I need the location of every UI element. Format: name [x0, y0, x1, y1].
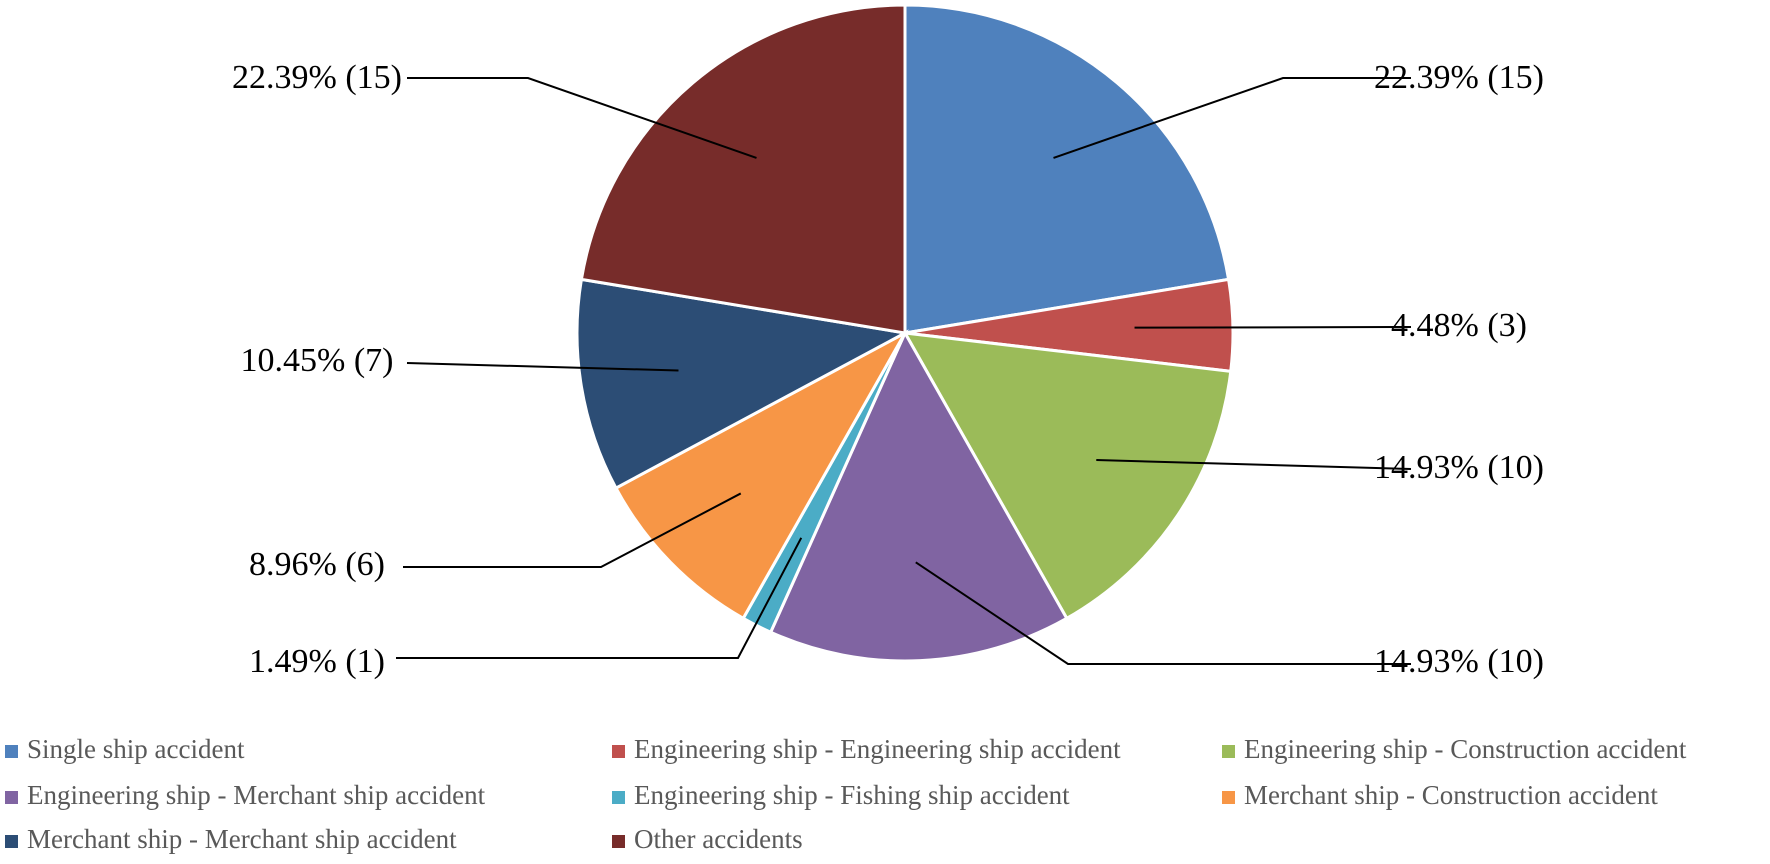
- legend-swatch: [1222, 791, 1235, 804]
- legend-item: Engineering ship - Construction accident: [1222, 734, 1687, 764]
- legend-label: Merchant ship - Merchant ship accident: [27, 824, 457, 854]
- pie-slices: [575, 3, 1235, 663]
- legend-item: Engineering ship - Engineering ship acci…: [612, 734, 1121, 764]
- leader-line: [1134, 326, 1412, 329]
- data-label: 22.39% (15): [232, 59, 402, 96]
- legend-item: Merchant ship - Construction accident: [1222, 780, 1658, 810]
- data-label: 22.39% (15): [1374, 59, 1544, 96]
- legend-swatch: [612, 835, 625, 848]
- legend-swatch: [1222, 745, 1235, 758]
- pie-slice: [613, 329, 909, 621]
- pie-slice: [579, 3, 907, 335]
- legend-item: Other accidents: [612, 824, 803, 854]
- legend-item: Engineering ship - Merchant ship acciden…: [5, 780, 486, 810]
- pie-slice: [903, 3, 1231, 335]
- data-label: 4.48% (3): [1391, 307, 1527, 344]
- data-label: 14.93% (10): [1374, 643, 1544, 680]
- pie-slice: [902, 331, 1233, 621]
- legend-swatch: [5, 835, 18, 848]
- legend-label: Single ship accident: [27, 734, 245, 764]
- pie-slice: [768, 329, 1069, 663]
- legend-label: Engineering ship - Merchant ship acciden…: [27, 780, 486, 810]
- legend-item: Merchant ship - Merchant ship accident: [5, 824, 457, 854]
- data-labels: 22.39% (15) 4.48% (3) 14.93% (10) 14.93% (1…: [232, 59, 1544, 680]
- data-label: 14.93% (10): [1374, 449, 1544, 486]
- legend-item: Engineering ship - Fishing ship accident: [612, 780, 1070, 810]
- data-label: 8.96% (6): [249, 546, 385, 583]
- leader-line: [915, 561, 1411, 665]
- legend-label: Engineering ship - Engineering ship acci…: [634, 734, 1121, 764]
- legend-swatch: [5, 791, 18, 804]
- leader-line: [1053, 77, 1411, 159]
- legend: Single ship accident Engineering ship - E…: [5, 734, 1687, 854]
- legend-swatch: [612, 791, 625, 804]
- legend-item: Single ship accident: [5, 734, 245, 764]
- legend-label: Other accidents: [634, 824, 803, 854]
- leader-line: [406, 362, 679, 372]
- leader-line: [407, 77, 757, 159]
- legend-label: Engineering ship - Construction accident: [1244, 734, 1687, 764]
- leader-line: [403, 492, 742, 568]
- data-label: 1.49% (1): [249, 643, 385, 680]
- pie-slice: [575, 277, 910, 491]
- legend-swatch: [5, 745, 18, 758]
- leader-lines: [396, 77, 1412, 665]
- data-label: 10.45% (7): [241, 342, 394, 379]
- leader-line: [1096, 458, 1412, 470]
- leader-line: [396, 537, 803, 659]
- legend-swatch: [612, 745, 625, 758]
- legend-label: Merchant ship - Construction accident: [1244, 780, 1658, 810]
- legend-label: Engineering ship - Fishing ship accident: [634, 780, 1070, 810]
